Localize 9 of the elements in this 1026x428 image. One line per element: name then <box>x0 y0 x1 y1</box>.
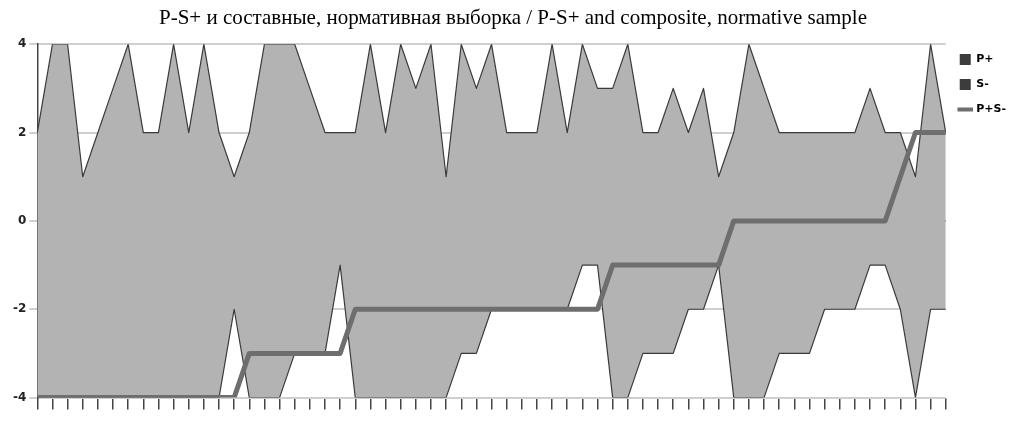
legend-label: P+ <box>976 52 994 66</box>
y-tick-label: 0 <box>17 213 27 228</box>
legend-label: P+S- <box>976 102 1007 116</box>
legend-label: S- <box>976 77 989 91</box>
y-tick-label: 2 <box>17 124 27 139</box>
chart-title: P-S+ и составные, нормативная выборка / P-S+ and composite, normative sample <box>157 4 868 31</box>
y-tick-label: -4 <box>12 389 27 404</box>
y-tick-label: -2 <box>12 301 27 316</box>
y-tick-label: 4 <box>17 36 27 51</box>
